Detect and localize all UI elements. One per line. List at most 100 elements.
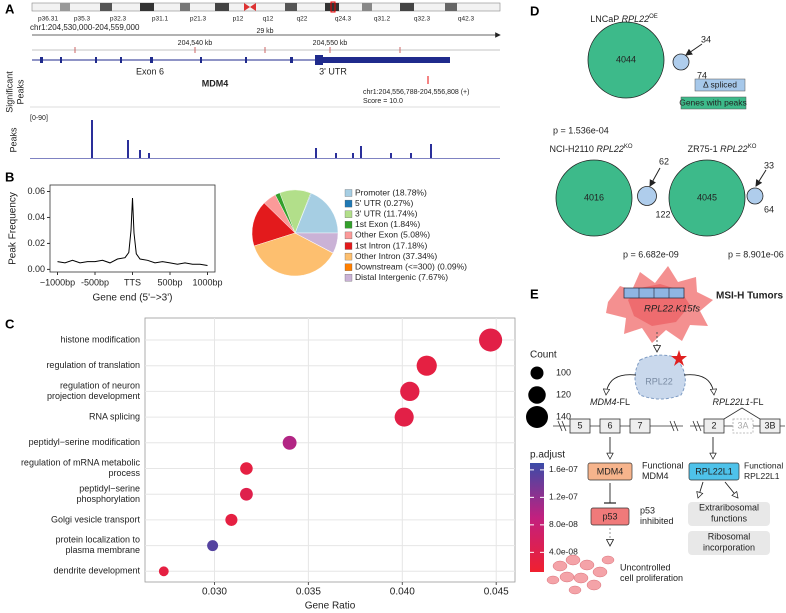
band	[100, 3, 112, 11]
exon	[120, 57, 122, 63]
y-tick-label: process	[108, 468, 140, 478]
fate-label: functions	[711, 513, 748, 523]
gene-name: RPL22	[596, 144, 624, 154]
modification: OE	[649, 14, 658, 20]
protein-label: RPL22	[645, 376, 673, 386]
color-tick-label: 1.2e-07	[549, 492, 578, 502]
cell	[592, 566, 608, 578]
size-key	[530, 366, 544, 380]
fate-box	[688, 531, 770, 555]
cell	[559, 571, 575, 583]
rpl22-protein	[634, 354, 686, 400]
modification: KO	[624, 144, 633, 150]
peak	[315, 148, 317, 158]
panel-letter: C	[5, 316, 15, 331]
spliced-count: 122	[655, 209, 670, 219]
mutation-label: RPL22.K15fs	[644, 304, 700, 315]
exon-box	[599, 418, 621, 434]
peak	[430, 144, 432, 158]
peak-locus: chr1:204,556,788-204,556,808 (+)	[363, 89, 469, 96]
dot	[240, 462, 253, 475]
y-tick-label: phosphorylation	[76, 494, 140, 504]
band-label: q42.3	[458, 16, 475, 23]
overlap-count: 33	[764, 160, 774, 170]
panel-letter: E	[530, 286, 539, 301]
y-tick-label: regulation of mRNA metabolic	[21, 458, 141, 468]
cell-line: NCI-H2110	[549, 144, 596, 154]
feature-label: 3' UTR	[319, 66, 347, 76]
p-value: p = 1.536e-04	[553, 125, 609, 135]
overlap-count: 34	[701, 34, 711, 44]
peaks-count: 4016	[584, 192, 604, 202]
y-tick-label: 0.04	[27, 212, 45, 222]
frequency-line	[57, 197, 208, 266]
y-tick-label: plasma membrane	[65, 545, 140, 555]
exon	[150, 57, 153, 63]
cell	[601, 555, 615, 565]
gene-name: RPL22	[720, 144, 748, 154]
cell	[565, 554, 581, 566]
arrow	[698, 481, 704, 498]
panel-letter: B	[5, 169, 14, 184]
band-label: p31.1	[152, 16, 169, 23]
exon-label: 7	[637, 420, 642, 430]
y-tick-label: peptidyl−serine modification	[29, 437, 140, 447]
peaks-circle	[668, 159, 746, 237]
legend-swatch	[344, 252, 353, 261]
exon-label: 6	[607, 420, 612, 430]
rpl22l1-box	[688, 462, 740, 481]
exon-box	[569, 418, 591, 434]
mdm4-box	[587, 462, 633, 481]
legend-label: 1st Intron (17.18%)	[355, 240, 427, 250]
dot	[207, 540, 219, 552]
legend-swatch	[344, 274, 353, 282]
legend-label: Other Intron (37.34%)	[355, 251, 437, 261]
y-tick-label: RNA splicing	[89, 411, 140, 421]
band-label: q31.2	[374, 16, 391, 23]
centromere	[244, 3, 256, 11]
y-tick-label: regulation of neuron	[60, 381, 140, 391]
span-label: 29 kb	[256, 28, 273, 35]
exon-box	[703, 418, 725, 434]
y-tick-label: protein localization to	[55, 535, 140, 545]
y-tick-label: regulation of translation	[46, 360, 140, 370]
panel-letter: A	[5, 1, 15, 16]
size-key-label: 120	[556, 389, 571, 399]
band	[180, 3, 190, 11]
fate-box	[688, 502, 770, 526]
exon	[95, 57, 97, 63]
track-label: Significant	[4, 71, 14, 113]
cell	[579, 559, 595, 571]
cell	[573, 572, 589, 584]
y-tick-label: 0.02	[27, 238, 45, 248]
x-tick-label: 1000bp	[192, 277, 222, 287]
fate-label: Extraribosomal	[699, 502, 759, 512]
band	[285, 3, 297, 11]
exon	[245, 57, 247, 63]
size-key-label: 140	[556, 411, 571, 421]
spliced-circle	[746, 187, 764, 205]
exon	[200, 57, 202, 63]
legend-swatch	[680, 96, 747, 110]
gene-fl-label: RPL22L1-FL	[712, 397, 763, 407]
suffix: -FL	[750, 397, 764, 407]
track-range: [0-90]	[30, 115, 48, 122]
fate-label: incorporation	[703, 542, 755, 552]
note-label: Functional	[744, 460, 783, 470]
legend-swatch	[344, 231, 353, 240]
y-tick-label: peptidyl−serine	[79, 483, 140, 493]
peak	[360, 146, 362, 158]
arrow	[724, 481, 738, 498]
band-label: p35.3	[74, 16, 91, 23]
overlap-count: 62	[659, 156, 669, 166]
note-label: MDM4	[642, 471, 669, 481]
x-tick-label: −1000bp	[40, 277, 75, 287]
coordinate-label: 204,540 kb	[178, 40, 213, 47]
color-bar	[530, 463, 544, 572]
band-label: q22	[297, 16, 308, 23]
cell	[568, 585, 582, 595]
pie-slice	[253, 232, 334, 277]
size-key	[528, 386, 546, 404]
band	[60, 3, 70, 11]
